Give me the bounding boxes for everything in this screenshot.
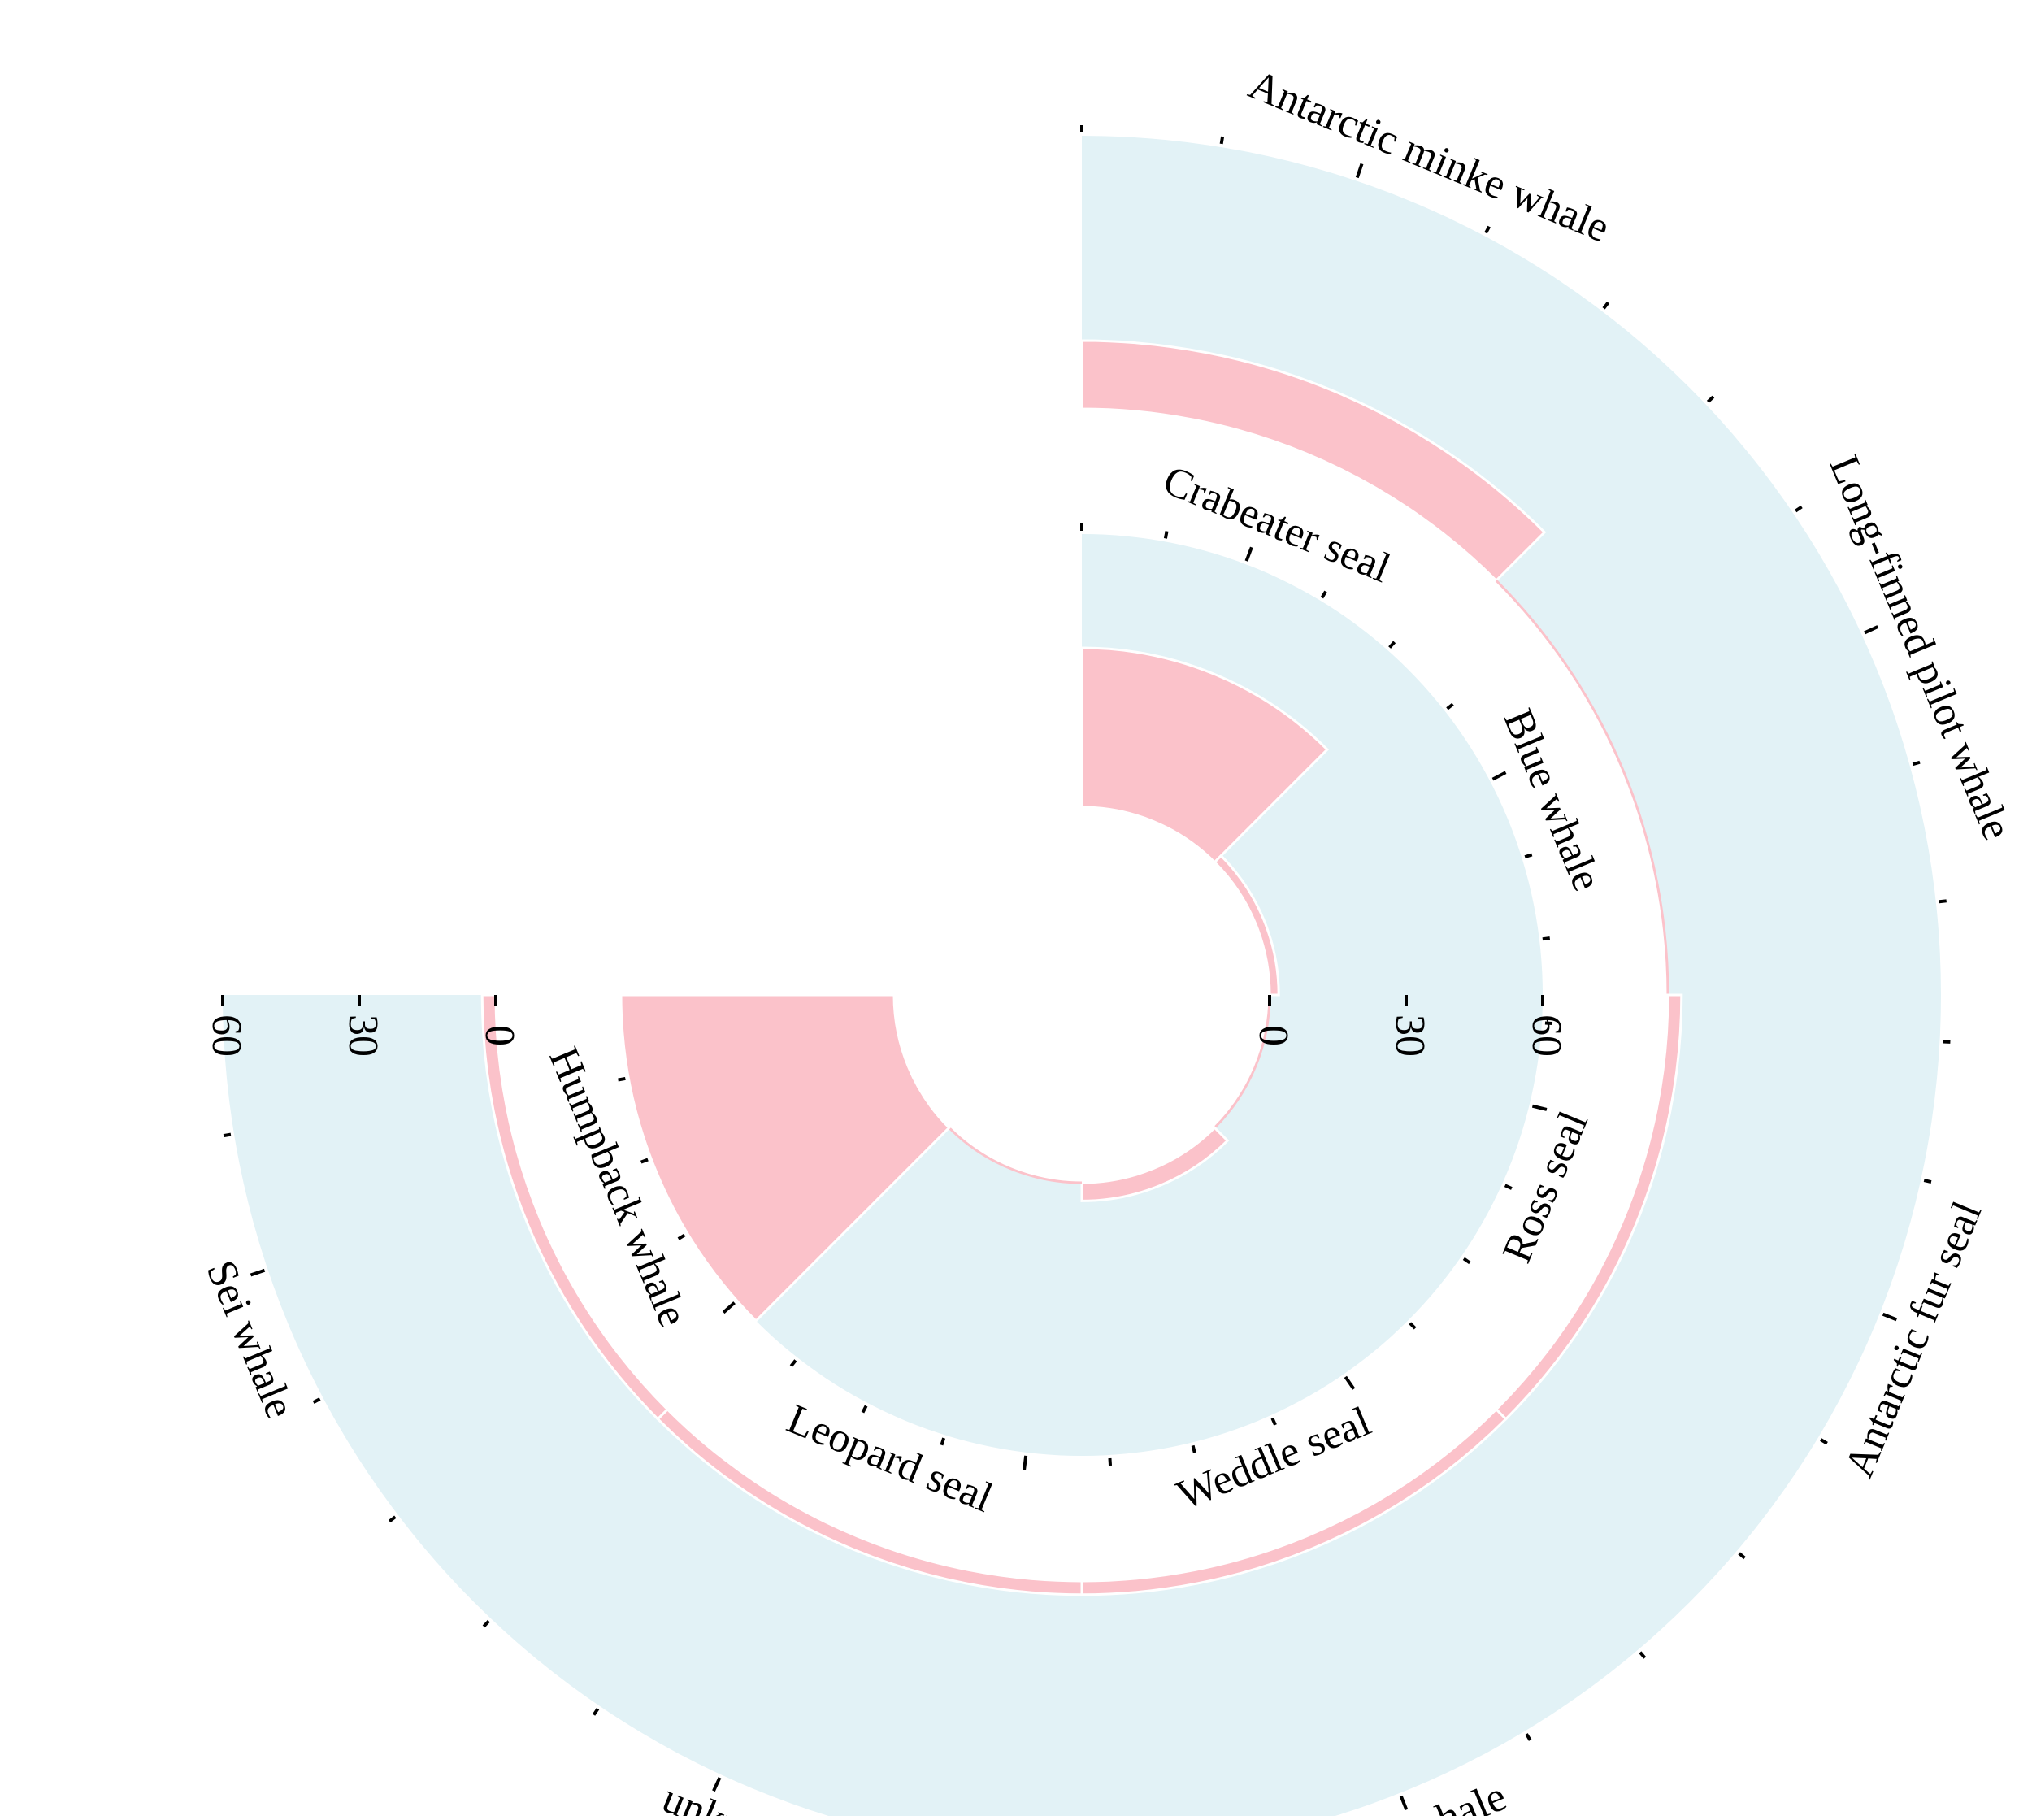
- inner-angular-tick: [1166, 532, 1167, 539]
- outer-angular-tick: [1924, 1180, 1931, 1182]
- outer-angular-tick: [1357, 163, 1362, 177]
- inner-angular-tick: [1493, 772, 1506, 779]
- outer-angular-tick: [1883, 1314, 1897, 1320]
- inner-radial-tick-label: 30: [1387, 1014, 1433, 1057]
- outer-angular-tick: [1739, 1553, 1745, 1558]
- outer-angular-tick: [1708, 397, 1713, 402]
- outer-angular-tick: [484, 1621, 488, 1627]
- inner-angular-tick: [1345, 1377, 1353, 1389]
- inner-angular-tick: [1322, 592, 1326, 598]
- inner-angular-tick: [1532, 1106, 1546, 1110]
- inner-angular-tick: [679, 1235, 685, 1239]
- inner-angular-tick: [862, 1406, 866, 1413]
- outer-radial-tick-label: 60: [203, 1014, 250, 1057]
- inner-radial-tick-label: 0: [1250, 1025, 1296, 1046]
- inner-angular-tick: [619, 1079, 626, 1080]
- inner-angular-tick: [723, 1303, 734, 1313]
- inner-angular-tick: [1246, 547, 1251, 561]
- outer-angular-tick: [594, 1709, 598, 1714]
- inner-angular-tick: [1193, 1445, 1195, 1453]
- inner-angular-tick: [641, 1159, 648, 1162]
- outer-angular-tick: [1821, 1440, 1827, 1444]
- outer-angular-tick: [389, 1517, 395, 1521]
- inner-angular-tick: [1410, 1323, 1415, 1328]
- outer-angular-tick: [1640, 1653, 1645, 1658]
- outer-angular-tick: [224, 1135, 231, 1136]
- inner-radial-tick-label: 60: [1523, 1014, 1570, 1057]
- outer-angular-tick: [1795, 507, 1801, 511]
- outer-angular-tick: [314, 1399, 320, 1402]
- inner-angular-tick: [1390, 642, 1395, 648]
- outer-radial-tick-label: 0: [476, 1025, 523, 1046]
- inner-angular-tick: [1505, 1185, 1512, 1188]
- inner-angular-tick: [1272, 1418, 1275, 1425]
- inner-angular-tick: [1525, 854, 1532, 857]
- inner-angular-tick: [791, 1360, 796, 1366]
- outer-angular-tick: [1913, 762, 1920, 764]
- outer-angular-tick: [250, 1271, 264, 1275]
- inner-angular-tick: [1024, 1456, 1026, 1470]
- inner-angular-tick: [1543, 938, 1550, 939]
- outer-angular-tick: [714, 1778, 720, 1791]
- inner-angular-tick: [1109, 1458, 1110, 1466]
- outer-angular-tick: [1604, 302, 1608, 308]
- inner-angular-tick: [941, 1438, 944, 1445]
- outer-angular-tick: [1865, 627, 1878, 633]
- outer-angular-tick: [1401, 1796, 1407, 1810]
- inner-angular-tick: [1464, 1258, 1470, 1262]
- outer-radial-tick-label: 30: [340, 1014, 386, 1057]
- inner-angular-tick: [1447, 704, 1452, 709]
- outer-angular-tick: [1526, 1734, 1531, 1740]
- outer-angular-tick: [1486, 227, 1489, 233]
